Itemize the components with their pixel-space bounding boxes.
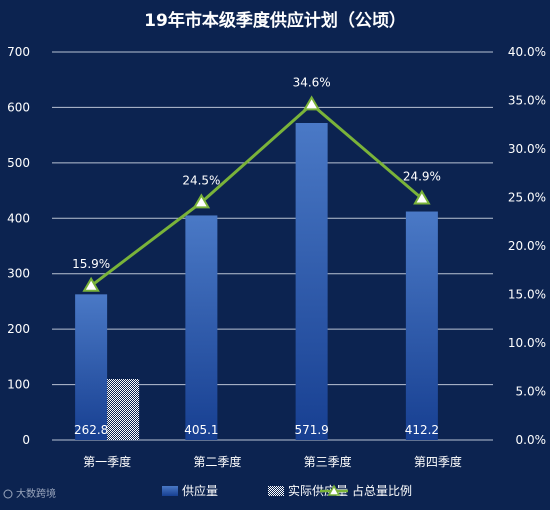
- right-tick-label: 10.0%: [508, 336, 546, 350]
- right-tick-label: 15.0%: [508, 288, 546, 302]
- bar-value-label: 405.1: [184, 423, 218, 437]
- right-tick-label: 5.0%: [516, 385, 547, 399]
- right-tick-label: 0.0%: [516, 433, 547, 447]
- bar-value-label: 262.8: [74, 423, 108, 437]
- left-tick-label: 0: [22, 433, 30, 447]
- bar-value-label: 412.2: [405, 423, 439, 437]
- ratio-marker: [192, 193, 211, 209]
- right-tick-label: 40.0%: [508, 45, 546, 59]
- watermark-logo-icon: [3, 489, 13, 499]
- left-tick-label: 700: [7, 45, 30, 59]
- legend: 供应量 实际供应量 占总量比例: [162, 483, 412, 498]
- right-tick-label: 30.0%: [508, 142, 546, 156]
- ratio-value-label: 24.9%: [403, 169, 441, 183]
- left-axis: 0 100 200 300 400 500 600 700: [7, 45, 30, 447]
- bar-value-label: 571.9: [294, 423, 328, 437]
- category-label: 第四季度: [414, 454, 462, 469]
- legend-swatch-ratio-marker: [327, 484, 341, 496]
- bar-supply: [185, 215, 218, 440]
- right-axis: 0.0% 5.0% 10.0% 15.0% 20.0% 25.0% 30.0% 35.0% 40…: [508, 45, 546, 447]
- left-tick-label: 300: [7, 267, 30, 281]
- left-tick-label: 200: [7, 322, 30, 336]
- category-label: 第一季度: [83, 454, 131, 469]
- left-tick-label: 500: [7, 156, 30, 170]
- bar-supply: [295, 123, 328, 440]
- ratio-marker: [413, 189, 431, 205]
- right-tick-label: 25.0%: [508, 191, 546, 205]
- right-tick-label: 35.0%: [508, 94, 546, 108]
- bar-supply: [405, 211, 438, 440]
- watermark: 大数跨境: [3, 487, 56, 500]
- ratio-line-path: [90, 102, 423, 287]
- bar-actual-supply: [107, 379, 140, 440]
- bars: [75, 123, 438, 440]
- legend-swatch-actual: [268, 486, 284, 496]
- ratio-value-label: 34.6%: [293, 75, 331, 89]
- category-label: 第三季度: [304, 454, 352, 469]
- watermark-text: 大数跨境: [16, 487, 56, 500]
- left-tick-label: 600: [7, 100, 30, 114]
- bar-supply: [75, 294, 108, 440]
- ratio-marker: [82, 276, 100, 292]
- data-labels: 262.8 405.1 571.9 412.2 15.9% 24.5% 34.6% 24.9%: [72, 75, 441, 437]
- legend-swatch-supply: [162, 486, 178, 496]
- ratio-value-label: 24.5%: [182, 173, 220, 187]
- left-tick-label: 400: [7, 211, 30, 225]
- legend-label-supply: 供应量: [182, 483, 218, 498]
- right-tick-label: 20.0%: [508, 239, 546, 253]
- ratio-value-label: 15.9%: [72, 257, 110, 271]
- left-tick-label: 100: [7, 378, 30, 392]
- ratio-line: [82, 95, 431, 292]
- legend-label-ratio: 占总量比例: [352, 483, 412, 498]
- category-label: 第二季度: [193, 454, 241, 469]
- category-axis: 第一季度 第二季度 第三季度 第四季度: [83, 454, 462, 469]
- ratio-marker: [302, 95, 321, 111]
- chart-title: 19年市本级季度供应计划（公顷）: [144, 10, 406, 31]
